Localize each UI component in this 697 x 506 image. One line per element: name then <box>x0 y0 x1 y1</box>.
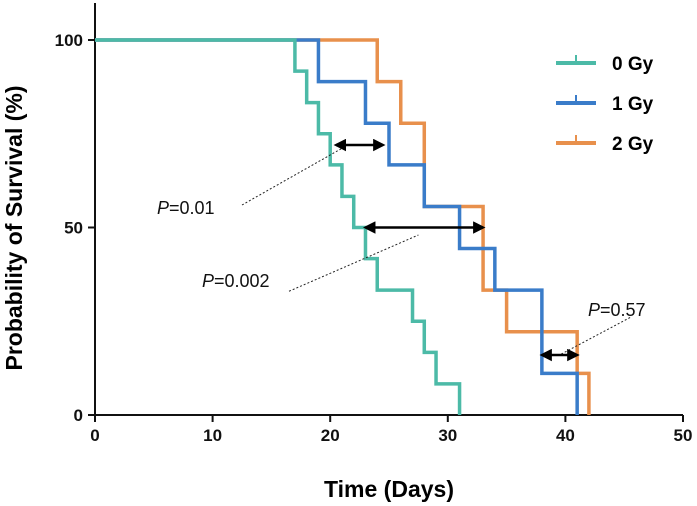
survival-curve-1-gy <box>95 38 579 415</box>
axes: 0 10 20 30 40 50 0 50 100 <box>55 3 693 445</box>
p-value-number: =0.002 <box>214 271 270 291</box>
survival-curve-2-gy <box>95 38 591 415</box>
p-value-label: P=0.57 <box>588 300 646 320</box>
p-value-leader-line <box>241 144 349 206</box>
legend-label: 0 Gy <box>612 54 654 75</box>
legend: 0 Gy 1 Gy 2 Gy <box>556 54 654 155</box>
p-value-label: P=0.01 <box>157 198 215 218</box>
x-tick-label: 50 <box>674 426 693 445</box>
y-tick-label: 50 <box>64 219 83 238</box>
x-tick-label: 40 <box>556 426 575 445</box>
x-tick-label: 10 <box>203 426 222 445</box>
x-axis-title: Time (Days) <box>324 476 454 502</box>
survival-curve-0-gy <box>95 38 462 415</box>
series-layer <box>95 38 591 415</box>
p-value-symbol: P <box>588 300 600 320</box>
x-tick-label: 20 <box>321 426 340 445</box>
x-tick-label: 0 <box>90 426 99 445</box>
p-value-symbol: P <box>202 271 214 291</box>
p-value-leader-line <box>559 317 631 356</box>
p-value-number: =0.01 <box>169 198 215 218</box>
y-axis-title: Probability of Survival (%) <box>1 86 27 371</box>
p-value-leader-line <box>288 234 419 292</box>
legend-label: 1 Gy <box>612 94 654 115</box>
p-value-symbol: P <box>157 198 169 218</box>
y-tick-label: 100 <box>55 31 83 50</box>
p-value-label: P=0.002 <box>202 271 270 291</box>
y-tick-label: 0 <box>74 406 83 425</box>
legend-label: 2 Gy <box>612 134 654 155</box>
p-value-number: =0.57 <box>600 300 646 320</box>
x-tick-label: 30 <box>438 426 457 445</box>
